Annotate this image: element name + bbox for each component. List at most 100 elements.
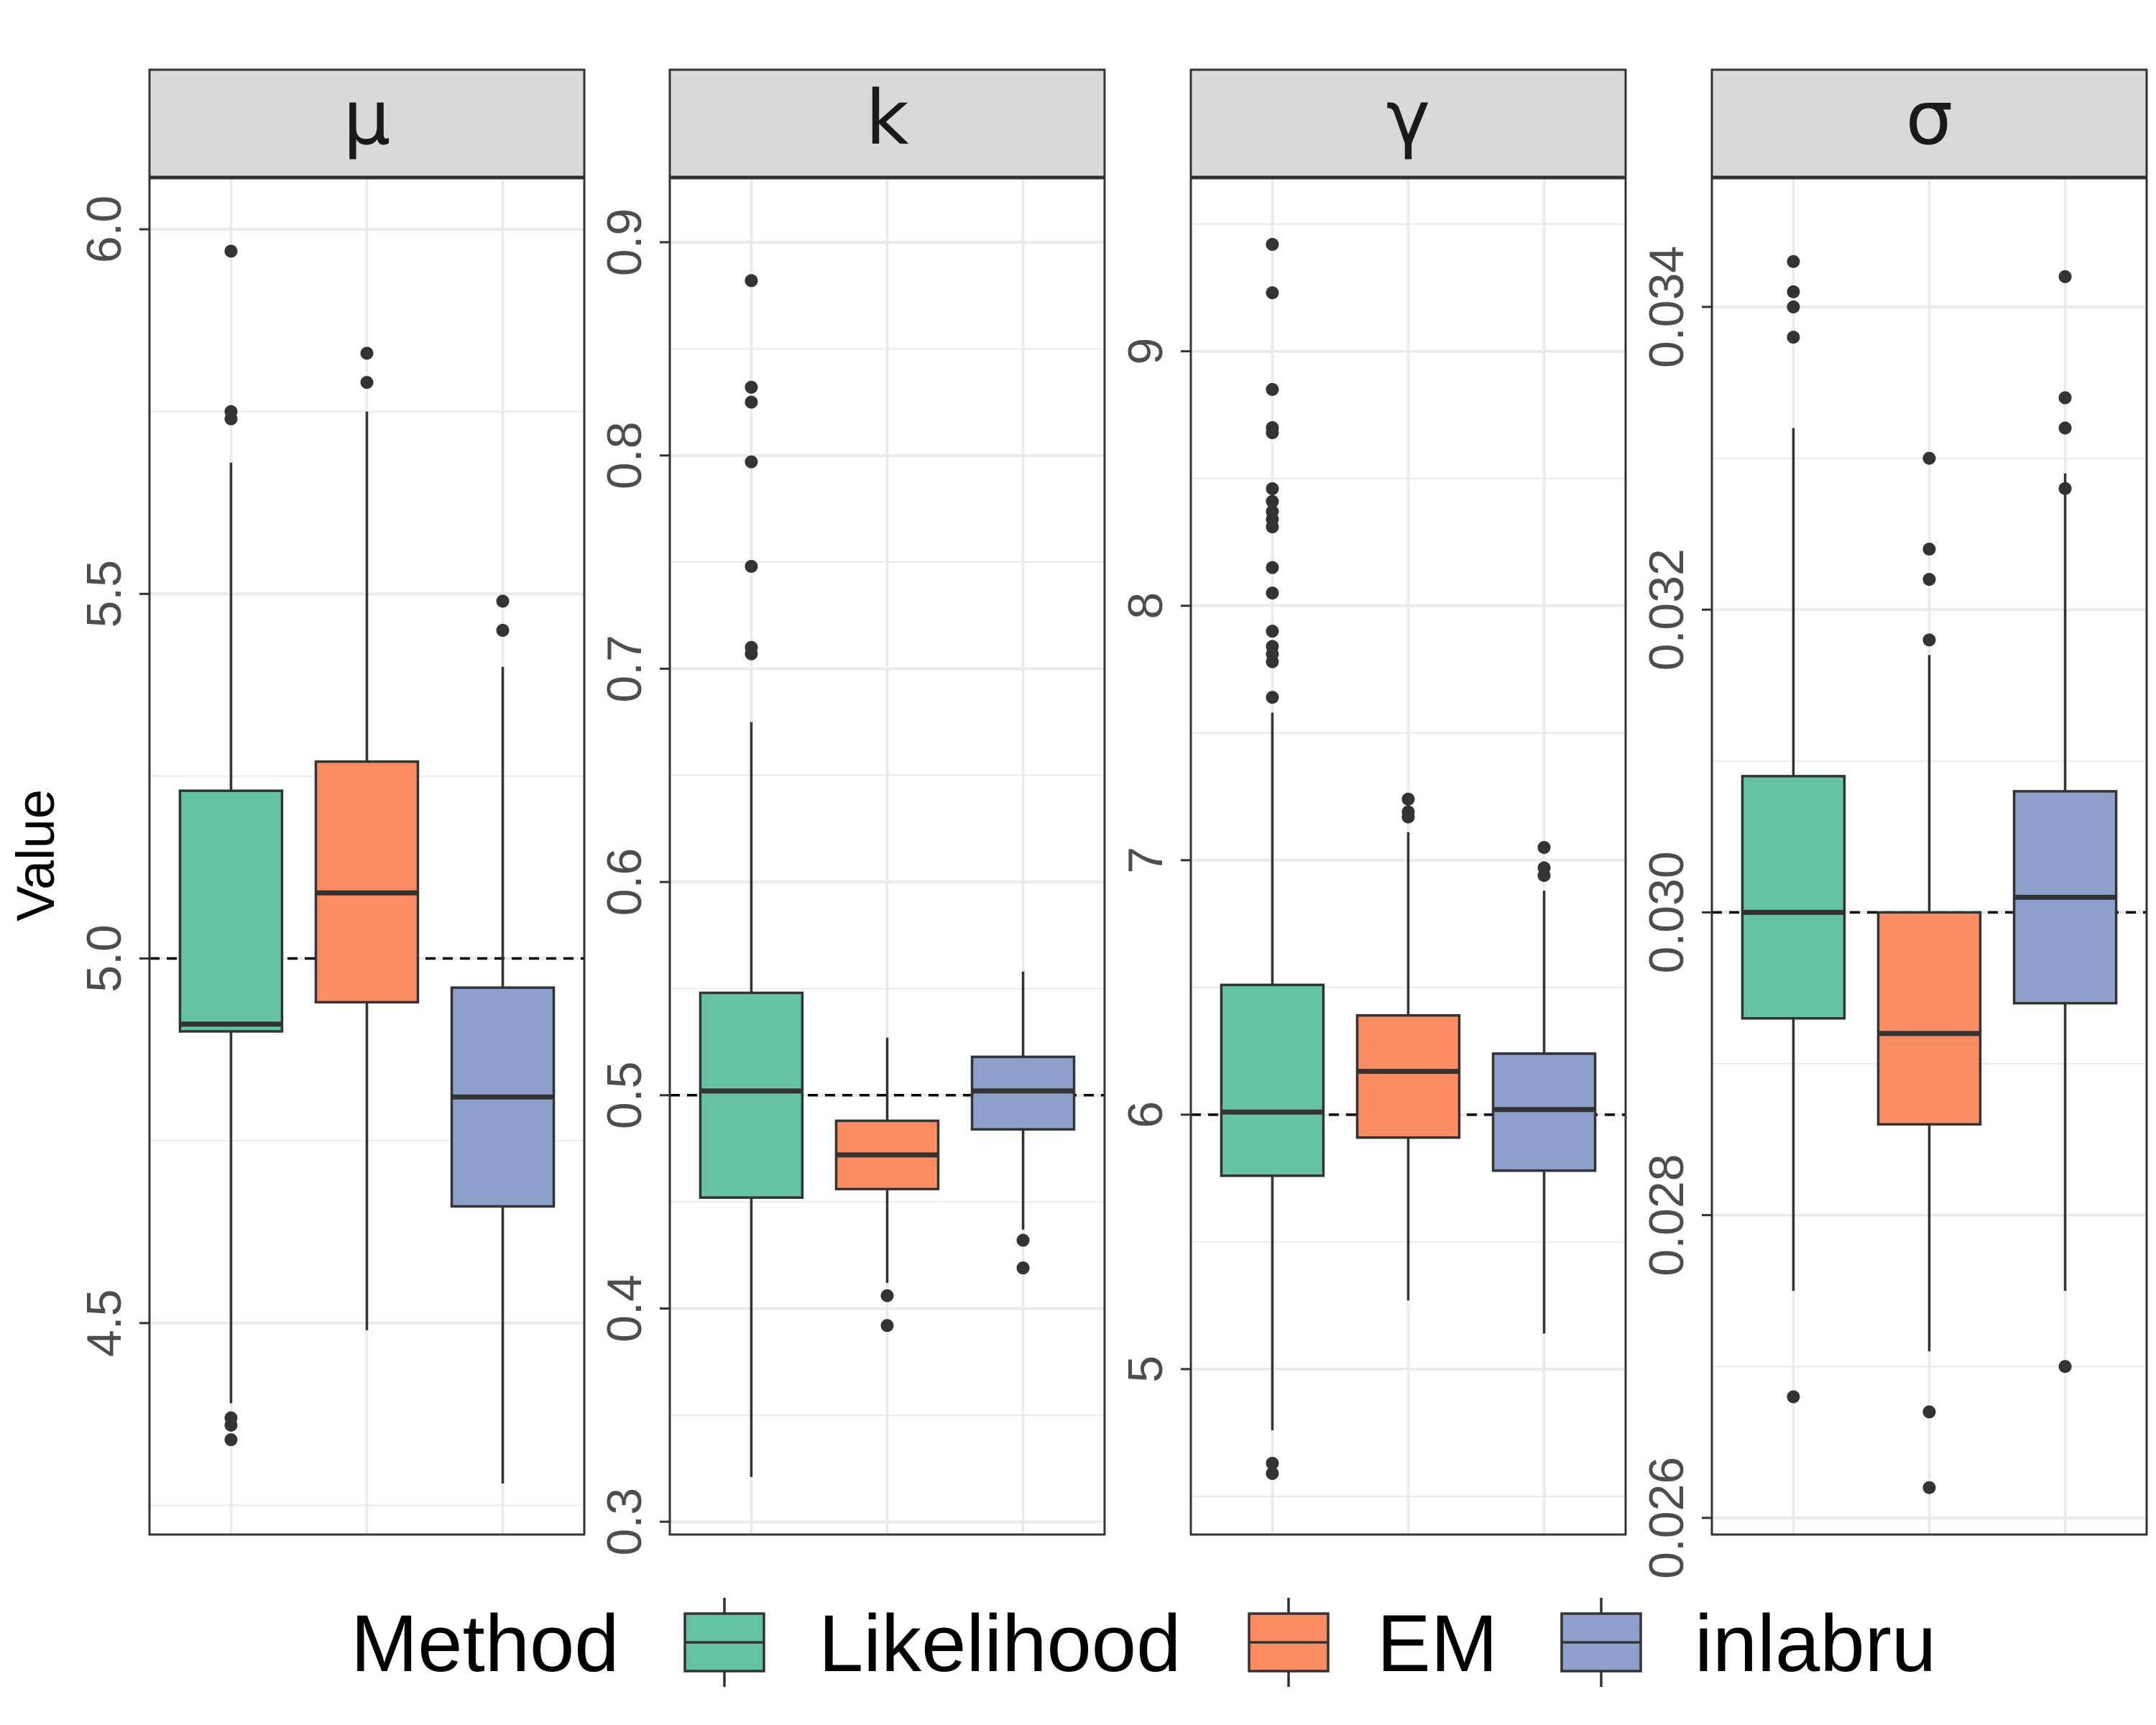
y-tick-label: 5.5 xyxy=(77,560,132,628)
outlier-point xyxy=(1537,861,1551,875)
outlier-point xyxy=(1266,1467,1279,1481)
outlier-point xyxy=(1266,691,1279,704)
outlier-point xyxy=(1922,1405,1936,1419)
outlier-point xyxy=(1266,482,1279,495)
y-tick-label: 6 xyxy=(1118,1101,1173,1128)
outlier-point xyxy=(496,624,510,637)
box-likelihood xyxy=(1220,238,1325,1481)
y-tick-label: 0.3 xyxy=(597,1488,652,1556)
legend: Method Likelihood EM inlabru xyxy=(351,1598,1936,1688)
iqr-box xyxy=(1876,911,1982,1126)
outlier-point xyxy=(1922,451,1936,465)
iqr-box xyxy=(314,760,420,1004)
outlier-point xyxy=(1016,1233,1030,1247)
facet-strip xyxy=(668,68,1106,178)
outlier-point xyxy=(1266,640,1279,653)
outlier-point xyxy=(1266,286,1279,300)
legend-label: EM xyxy=(1377,1598,1498,1688)
outlier-point xyxy=(224,1433,238,1447)
outlier-point xyxy=(1922,542,1936,556)
y-tick-label: 0.8 xyxy=(597,421,652,489)
outlier-point xyxy=(880,1289,894,1302)
outlier-point xyxy=(360,346,374,360)
iqr-box xyxy=(1220,983,1325,1177)
outlier-point xyxy=(1266,420,1279,434)
outlier-point xyxy=(360,376,374,390)
outlier-point xyxy=(745,380,758,394)
outlier-point xyxy=(1537,841,1551,855)
y-tick-label: 0.6 xyxy=(597,848,652,916)
box-em xyxy=(1876,451,1982,1494)
box-inlabru xyxy=(1491,841,1597,1334)
outlier-point xyxy=(745,559,758,573)
box-em xyxy=(314,346,420,1330)
y-tick-label: 0.4 xyxy=(597,1274,652,1343)
outlier-point xyxy=(1401,805,1415,819)
facet-title-k: k xyxy=(865,74,908,162)
y-axis-title: Value xyxy=(6,789,65,921)
facet-title-mu: μ xyxy=(343,74,390,162)
outlier-point xyxy=(880,1319,894,1333)
facet-strip xyxy=(148,68,586,178)
y-tick-label: 0.7 xyxy=(597,635,652,703)
panel-k: k 0.3 0.4 0.5 0.6 0.7 0.8 0.9 xyxy=(597,68,1106,1556)
outlier-point xyxy=(1266,505,1279,518)
y-tick-label: 0.026 xyxy=(1639,1457,1694,1579)
y-tick-label: 0.5 xyxy=(597,1062,652,1130)
panel-border xyxy=(668,177,1106,1536)
facet-strip xyxy=(1710,68,2148,178)
iqr-box xyxy=(699,991,804,1199)
y-tick-label: 4.5 xyxy=(77,1289,132,1358)
iqr-box xyxy=(1491,1052,1597,1172)
y-tick-label: 7 xyxy=(1118,847,1173,874)
outlier-point xyxy=(1787,285,1800,298)
outlier-point xyxy=(1401,792,1415,806)
outlier-point xyxy=(745,274,758,288)
outlier-point xyxy=(1922,573,1936,586)
y-tick-label: 0.034 xyxy=(1639,246,1694,368)
outlier-point xyxy=(1922,1481,1936,1494)
outlier-point xyxy=(224,1411,238,1425)
legend-item-likelihood: Likelihood xyxy=(683,1598,1181,1688)
y-tick-label: 0.028 xyxy=(1639,1154,1694,1276)
outlier-point xyxy=(1016,1261,1030,1275)
legend-label: inlabru xyxy=(1695,1598,1936,1688)
outlier-point xyxy=(1787,254,1800,268)
legend-item-inlabru: inlabru xyxy=(1560,1598,1936,1688)
outlier-point xyxy=(2058,1360,2072,1374)
legend-label: Likelihood xyxy=(819,1598,1181,1688)
outlier-point xyxy=(2058,270,2072,283)
outlier-point xyxy=(745,640,758,654)
y-tick-label: 0.9 xyxy=(597,208,652,277)
outlier-point xyxy=(2058,391,2072,405)
outlier-point xyxy=(2058,482,2072,495)
y-tick-label: 5.0 xyxy=(77,924,132,993)
facet-title-gamma: γ xyxy=(1386,74,1431,162)
outlier-point xyxy=(496,594,510,608)
y-tick-label: 8 xyxy=(1118,592,1173,620)
y-tick-label: 9 xyxy=(1118,338,1173,365)
panel-border xyxy=(1189,177,1627,1536)
panel-sigma: σ 0.026 0.028 0.030 0.032 0.034 xyxy=(1639,68,2148,1579)
outlier-point xyxy=(1787,300,1800,314)
panel-border xyxy=(148,177,586,1536)
y-tick-label: 0.030 xyxy=(1639,851,1694,973)
panel-border xyxy=(1710,177,2148,1536)
facet-panels: μ 4.5 5.0 5.5 6.0 k 0.3 0.4 0.5 0.6 0.7 0.8 0.9 γ 5 6 7 8… xyxy=(77,68,2148,1579)
box-em xyxy=(834,1037,940,1333)
legend-item-em: EM xyxy=(1248,1598,1498,1688)
box-likelihood xyxy=(1741,254,1846,1404)
outlier-point xyxy=(1266,1456,1279,1470)
y-tick-label: 6.0 xyxy=(77,196,132,264)
outlier-point xyxy=(1787,331,1800,344)
legend-title: Method xyxy=(351,1598,619,1688)
outlier-point xyxy=(1266,238,1279,252)
outlier-point xyxy=(1266,625,1279,638)
box-likelihood xyxy=(178,244,284,1447)
y-tick-label: 5 xyxy=(1118,1356,1173,1383)
box-inlabru xyxy=(2012,270,2118,1374)
box-likelihood xyxy=(699,274,804,1477)
iqr-box xyxy=(178,789,284,1033)
outlier-point xyxy=(224,244,238,258)
